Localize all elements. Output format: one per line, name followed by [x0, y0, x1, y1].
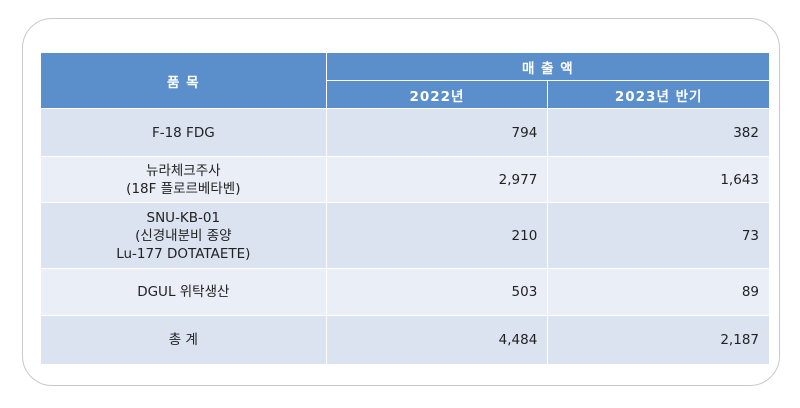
- value-cell: 382: [547, 108, 770, 157]
- item-line: F-18 FDG: [151, 124, 215, 141]
- value-cell: 503: [325, 268, 549, 316]
- value-cell: 2,977: [325, 156, 549, 203]
- value-cell: 4,484: [325, 315, 549, 365]
- value-cell: 794: [325, 108, 549, 157]
- item-line: Lu-177 DOTATAETE): [116, 245, 251, 262]
- header-year: 2022년: [325, 80, 549, 109]
- item-line: 총 계: [168, 332, 198, 348]
- value-cell: 89: [547, 268, 770, 316]
- sales-table: 품 목 매 출 액 2022년 2023년 반기 F-18 FDG 794 382 뉴…: [40, 52, 771, 365]
- table-row: F-18 FDG 794 382: [40, 108, 770, 157]
- item-line: 뉴라체크주사: [146, 162, 221, 179]
- item-cell: F-18 FDG: [40, 108, 327, 157]
- item-cell: SNU-KB-01 (신경내분비 종양 Lu-177 DOTATAETE): [40, 202, 327, 269]
- value-cell: 2,187: [547, 315, 770, 365]
- table-row: DGUL 위탁생산 503 89: [40, 268, 770, 316]
- item-line: DGUL 위탁생산: [137, 284, 230, 300]
- value-cell: 73: [547, 202, 770, 269]
- header-sales: 매 출 액: [325, 52, 771, 81]
- table-row: 총 계 4,484 2,187: [40, 315, 770, 365]
- item-cell: 총 계: [40, 315, 327, 365]
- item-line: (18F 플로르베타벤): [126, 180, 241, 197]
- item-cell: DGUL 위탁생산: [40, 268, 327, 316]
- item-cell: 뉴라체크주사 (18F 플로르베타벤): [40, 156, 327, 203]
- value-cell: 210: [325, 202, 549, 269]
- table-row: SNU-KB-01 (신경내분비 종양 Lu-177 DOTATAETE) 210 73: [40, 202, 770, 269]
- header-item: 품 목: [40, 52, 327, 109]
- item-line: SNU-KB-01: [146, 209, 221, 226]
- value-cell: 1,643: [547, 156, 770, 203]
- item-line: (신경내분비 종양: [135, 227, 232, 244]
- header-year: 2023년 반기: [547, 80, 770, 109]
- table-row: 뉴라체크주사 (18F 플로르베타벤) 2,977 1,643: [40, 156, 770, 203]
- table-body: F-18 FDG 794 382 뉴라체크주사 (18F 플로르베타벤) 2,977 1,6…: [40, 108, 770, 365]
